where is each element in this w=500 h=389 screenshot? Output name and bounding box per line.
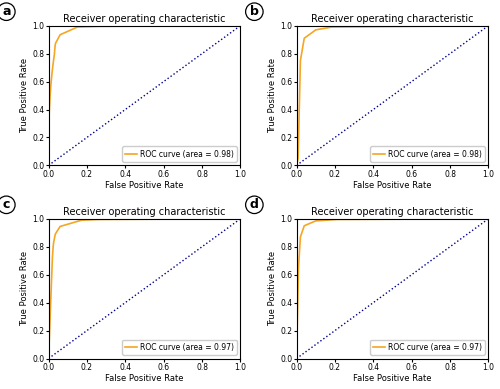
Y-axis label: True Positive Rate: True Positive Rate bbox=[268, 58, 278, 133]
X-axis label: False Positive Rate: False Positive Rate bbox=[354, 375, 432, 384]
ROC curve (area = 0.97) bbox=[46, 356, 52, 361]
ROC curve (area = 0.98) bbox=[203, 23, 209, 28]
ROC curve (area = 0.97) bbox=[150, 217, 156, 222]
X-axis label: False Positive Rate: False Positive Rate bbox=[354, 181, 432, 190]
Title: Receiver operating characteristic: Receiver operating characteristic bbox=[312, 207, 474, 217]
ROC curve (area = 0.97) bbox=[138, 217, 144, 222]
ROC curve (area = 0.97) bbox=[481, 216, 487, 221]
Line: ROC curve (area = 0.98): ROC curve (area = 0.98) bbox=[48, 26, 240, 165]
Text: a: a bbox=[2, 5, 10, 18]
ROC curve (area = 0.98) bbox=[136, 24, 142, 28]
ROC curve (area = 0.98) bbox=[384, 24, 390, 29]
ROC curve (area = 0.98) bbox=[408, 24, 414, 29]
ROC curve (area = 0.98) bbox=[233, 23, 239, 28]
ROC curve (area = 0.97) bbox=[398, 217, 404, 221]
ROC curve (area = 0.98) bbox=[238, 23, 244, 28]
ROC curve (area = 0.98) bbox=[150, 24, 156, 28]
Title: Receiver operating characteristic: Receiver operating characteristic bbox=[312, 14, 474, 23]
X-axis label: False Positive Rate: False Positive Rate bbox=[105, 181, 184, 190]
Text: d: d bbox=[250, 198, 259, 211]
ROC curve (area = 0.97) bbox=[233, 216, 239, 221]
ROC curve (area = 0.98) bbox=[451, 24, 457, 28]
Legend: ROC curve (area = 0.98): ROC curve (area = 0.98) bbox=[122, 146, 236, 161]
Y-axis label: True Positive Rate: True Positive Rate bbox=[20, 58, 30, 133]
Legend: ROC curve (area = 0.97): ROC curve (area = 0.97) bbox=[370, 340, 484, 355]
ROC curve (area = 0.97) bbox=[203, 217, 209, 221]
ROC curve (area = 0.98) bbox=[160, 24, 166, 28]
ROC curve (area = 0.98) bbox=[386, 24, 392, 29]
ROC curve (area = 0.97) bbox=[486, 216, 492, 221]
Text: c: c bbox=[2, 198, 10, 211]
Line: ROC curve (area = 0.97): ROC curve (area = 0.97) bbox=[48, 219, 240, 359]
Title: Receiver operating characteristic: Receiver operating characteristic bbox=[63, 14, 226, 23]
Text: b: b bbox=[250, 5, 259, 18]
Y-axis label: True Positive Rate: True Positive Rate bbox=[268, 251, 278, 326]
ROC curve (area = 0.97) bbox=[451, 217, 457, 221]
ROC curve (area = 0.98) bbox=[481, 23, 487, 28]
Legend: ROC curve (area = 0.98): ROC curve (area = 0.98) bbox=[370, 146, 484, 161]
ROC curve (area = 0.97) bbox=[294, 356, 300, 361]
ROC curve (area = 0.98) bbox=[138, 24, 144, 28]
ROC curve (area = 0.97) bbox=[384, 217, 390, 222]
Title: Receiver operating characteristic: Receiver operating characteristic bbox=[63, 207, 226, 217]
ROC curve (area = 0.97) bbox=[408, 217, 414, 221]
ROC curve (area = 0.97) bbox=[136, 217, 142, 222]
X-axis label: False Positive Rate: False Positive Rate bbox=[105, 375, 184, 384]
ROC curve (area = 0.97) bbox=[238, 216, 244, 221]
ROC curve (area = 0.98) bbox=[486, 23, 492, 28]
ROC curve (area = 0.98) bbox=[46, 163, 52, 168]
Legend: ROC curve (area = 0.97): ROC curve (area = 0.97) bbox=[122, 340, 236, 355]
ROC curve (area = 0.97) bbox=[160, 217, 166, 221]
ROC curve (area = 0.98) bbox=[294, 163, 300, 168]
ROC curve (area = 0.97) bbox=[386, 217, 392, 222]
Y-axis label: True Positive Rate: True Positive Rate bbox=[20, 251, 30, 326]
Line: ROC curve (area = 0.98): ROC curve (area = 0.98) bbox=[296, 26, 488, 165]
ROC curve (area = 0.98) bbox=[398, 24, 404, 29]
Line: ROC curve (area = 0.97): ROC curve (area = 0.97) bbox=[296, 219, 488, 359]
